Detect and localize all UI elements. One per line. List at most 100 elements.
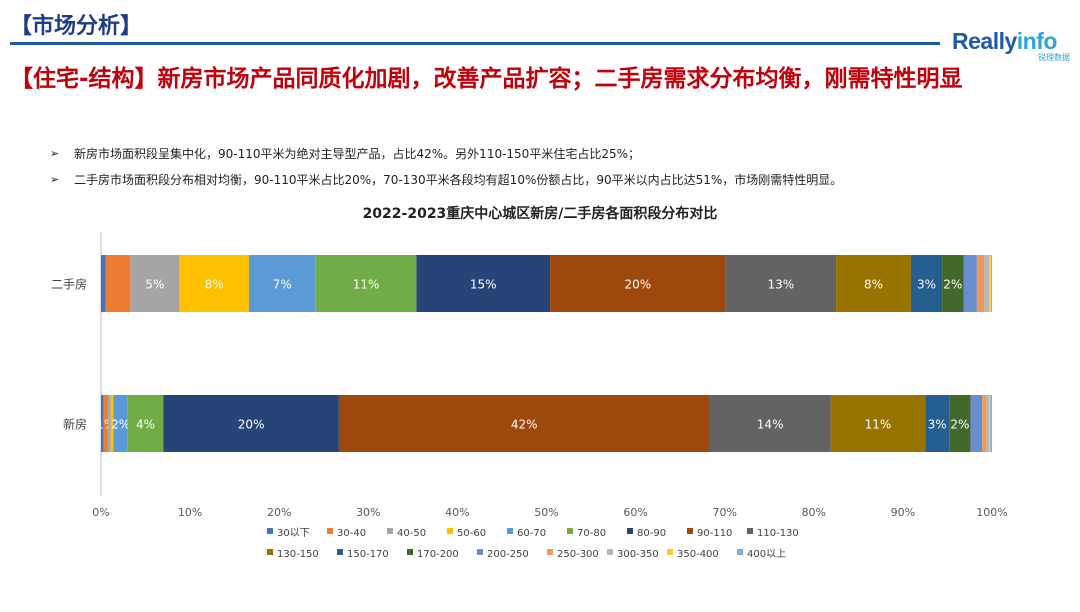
bar-segment <box>725 255 837 312</box>
legend-swatch <box>747 528 753 534</box>
data-label: 42% <box>511 418 538 432</box>
data-label: 11% <box>865 418 892 432</box>
bar-segment <box>982 395 987 452</box>
bar-segment <box>416 255 551 312</box>
arrow-bullet-icon: ➢ <box>50 146 60 160</box>
data-label: 20% <box>624 278 651 292</box>
bar-segment <box>963 255 977 312</box>
legend-swatch <box>737 549 743 555</box>
category-label: 新房 <box>63 417 87 432</box>
legend-swatch <box>337 549 343 555</box>
bar-segment <box>108 395 111 452</box>
bar-segment <box>925 395 950 452</box>
data-label: 8% <box>205 278 224 292</box>
section-title: 【市场分析】 <box>10 14 143 39</box>
bar-segment <box>103 395 109 452</box>
bar-segment <box>248 255 316 312</box>
bar-segment <box>976 255 984 312</box>
bar-segment <box>110 395 114 452</box>
bar-segment <box>990 395 992 452</box>
legend-swatch <box>267 549 273 555</box>
bar-segment <box>970 395 983 452</box>
bar-segment <box>983 255 990 312</box>
legend-swatch <box>667 549 673 555</box>
slide-title: 【住宅-结构】新房市场产品同质化加剧，改善产品扩容；二手房需求分布均衡，刚需特性… <box>10 66 963 92</box>
legend-swatch <box>387 528 393 534</box>
company-logo: Reallyinfo 锐理数据 <box>952 28 1070 64</box>
legend-label: 300-350 <box>617 549 659 560</box>
bar-segment <box>338 395 710 452</box>
legend-label: 80-90 <box>637 528 666 539</box>
legend-swatch <box>627 528 633 534</box>
legend-label: 60-70 <box>517 528 546 539</box>
bar-segment <box>550 255 726 312</box>
legend-swatch <box>407 549 413 555</box>
bar-segment <box>101 255 106 312</box>
bar-segment <box>989 255 992 312</box>
data-label: 4% <box>136 418 155 432</box>
data-label: 3% <box>917 278 936 292</box>
legend-label: 110-130 <box>757 528 799 539</box>
bullet-text: 二手房市场面积段分布相对均衡，90-110平米占比20%，70-130平米各段均… <box>74 172 843 187</box>
legend-label: 90-110 <box>697 528 732 539</box>
bar-segment <box>127 395 164 452</box>
legend-swatch <box>567 528 573 534</box>
data-label: 20% <box>238 418 265 432</box>
logo-text-accent: info <box>1016 28 1058 54</box>
legend-label: 350-400 <box>677 549 719 560</box>
x-tick-label: 100% <box>976 506 1007 519</box>
legend-label: 40-50 <box>397 528 426 539</box>
bar-segment <box>836 255 911 312</box>
x-tick-label: 60% <box>623 506 647 519</box>
data-label: 2% <box>950 418 969 432</box>
logo-wordmark: Reallyinfo <box>952 28 1057 54</box>
legend-label: 150-170 <box>347 549 389 560</box>
x-tick-label: 50% <box>534 506 558 519</box>
legend-label: 30-40 <box>337 528 366 539</box>
legend-swatch <box>687 528 693 534</box>
bar-segment <box>105 255 131 312</box>
legend-label: 70-80 <box>577 528 606 539</box>
legend-label: 250-300 <box>557 549 599 560</box>
bar-segment <box>163 395 339 452</box>
logo-subtext: 锐理数据 <box>1038 53 1070 62</box>
data-label: 13% <box>767 278 794 292</box>
legend-label: 50-60 <box>457 528 486 539</box>
legend-label: 400以上 <box>747 548 786 560</box>
data-label: 5% <box>145 278 164 292</box>
bar-segment <box>130 255 180 312</box>
bar-segment <box>179 255 249 312</box>
legend-label: 170-200 <box>417 549 459 560</box>
bar-segment <box>989 395 991 452</box>
data-label: 8% <box>864 278 883 292</box>
bar-segment <box>986 395 990 452</box>
x-tick-label: 70% <box>712 506 736 519</box>
header-divider <box>10 42 940 45</box>
bullet-list: ➢ 新房市场面积段呈集中化，90-110平米为绝对主导型产品，占比42%。另外1… <box>50 140 842 192</box>
x-tick-label: 10% <box>178 506 202 519</box>
bar-segment <box>830 395 926 452</box>
legend-label: 30以下 <box>277 528 310 539</box>
bar-segment <box>101 395 104 452</box>
x-tick-label: 40% <box>445 506 469 519</box>
legend-label: 130-150 <box>277 549 319 560</box>
data-label: 15% <box>470 278 497 292</box>
chart-container: 2022-2023重庆中心城区新房/二手房各面积段分布对比 二手房 新房 5% 8% 7%… <box>0 196 1080 608</box>
x-tick-label: 30% <box>356 506 380 519</box>
legend-swatch <box>607 549 613 555</box>
legend-swatch <box>507 528 513 534</box>
x-tick-label: 80% <box>802 506 826 519</box>
bar-segment <box>942 255 964 312</box>
bar-segment <box>113 395 128 452</box>
category-label: 二手房 <box>51 277 87 292</box>
bar-segment <box>709 395 831 452</box>
legend-swatch <box>447 528 453 534</box>
bullet-text: 新房市场面积段呈集中化，90-110平米为绝对主导型产品，占比42%。另外110… <box>74 146 640 161</box>
x-tick-label: 90% <box>891 506 915 519</box>
x-tick-label: 0% <box>92 506 109 519</box>
legend-swatch <box>477 549 483 555</box>
legend-swatch <box>267 528 273 534</box>
chart-title: 2022-2023重庆中心城区新房/二手房各面积段分布对比 <box>363 205 718 222</box>
bullet-item: ➢ 二手房市场面积段分布相对均衡，90-110平米占比20%，70-130平米各… <box>50 166 842 192</box>
arrow-bullet-icon: ➢ <box>50 172 60 186</box>
